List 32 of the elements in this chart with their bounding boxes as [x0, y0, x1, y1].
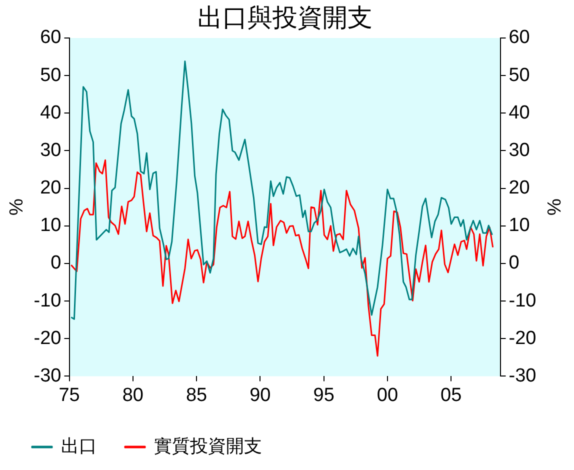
y-tick-label: 60: [40, 27, 62, 48]
y2-tick-label: -30: [508, 365, 536, 386]
y2-tick-label: 40: [508, 102, 530, 124]
y2-tick-label: 50: [508, 64, 530, 86]
y-axis-title: %: [6, 198, 28, 216]
x-tick-label: 80: [122, 384, 144, 406]
x-tick-label: 05: [440, 384, 462, 406]
y-tick-label: -10: [34, 290, 62, 312]
y2-tick-label: 20: [508, 178, 530, 199]
y-tick-label: 10: [40, 215, 62, 236]
y2-axis-title: %: [542, 198, 564, 216]
y-tick-label: 20: [40, 178, 62, 199]
x-tick-label: 95: [313, 384, 334, 406]
y2-tick-label: 0: [508, 252, 520, 274]
x-tick-label: 85: [186, 384, 208, 406]
y-tick-label: 50: [40, 64, 62, 86]
x-tick-label: 90: [250, 384, 271, 406]
y-tick-label: 30: [40, 140, 62, 161]
legend-label: 出口: [61, 436, 97, 456]
y2-tick-label: -10: [508, 290, 536, 312]
chart-title: 出口與投資開支: [198, 4, 372, 32]
x-tick-label: 75: [58, 384, 80, 406]
y-tick-label: -30: [34, 365, 62, 386]
x-tick-label: 00: [376, 384, 398, 406]
y-tick-label: -20: [34, 328, 62, 349]
legend-label: 實質投資開支: [154, 436, 262, 456]
y-tick-label: 40: [40, 102, 62, 124]
y2-tick-label: 60: [508, 27, 530, 48]
y-tick-label: 0: [50, 252, 62, 274]
y2-tick-label: -20: [508, 328, 536, 349]
y2-tick-label: 10: [508, 215, 530, 236]
y2-tick-label: 30: [508, 140, 530, 161]
